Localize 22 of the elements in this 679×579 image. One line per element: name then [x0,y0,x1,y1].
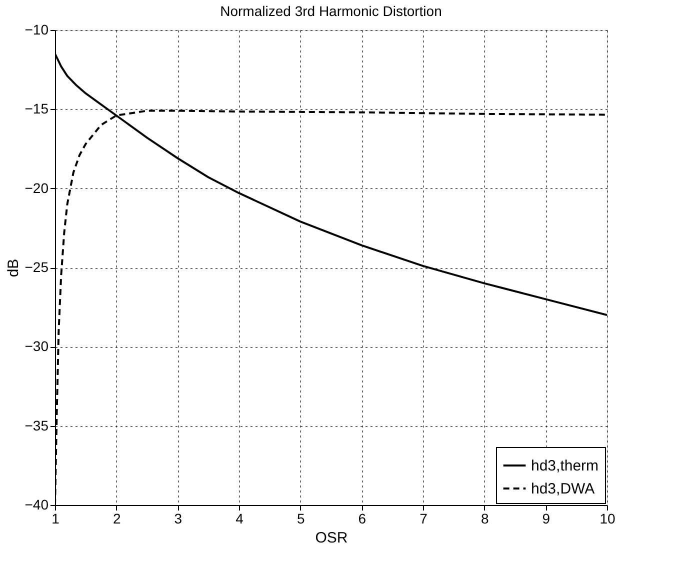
x-tick-label: 6 [358,510,366,526]
y-tick-label: −40 [24,496,49,512]
x-tick-label: 10 [600,510,616,526]
legend-label: hd3,therm [531,458,599,474]
x-tick-label: 1 [52,510,60,526]
legend-label: hd3,DWA [531,480,595,498]
x-tick-label: 9 [542,510,550,526]
y-tick-label: −15 [24,100,49,117]
x-tick-label: 3 [174,510,182,526]
y-tick-label: −20 [24,180,49,196]
x-axis-title: OSR [315,530,348,546]
x-tick-label: 7 [420,510,428,526]
y-axis-title: dB [4,258,22,278]
y-tick-label: −30 [24,338,49,354]
x-tick-label: 4 [236,510,244,526]
x-tick-label: 2 [112,510,121,526]
chart-title: Normalized 3rd Harmonic Distortion [220,3,442,19]
y-tick-label: −35 [24,417,49,434]
y-tick-label: −10 [24,22,49,38]
y-tick-label: −25 [24,259,49,275]
x-tick-label: 8 [480,510,489,526]
x-tick-label: 5 [296,510,305,526]
